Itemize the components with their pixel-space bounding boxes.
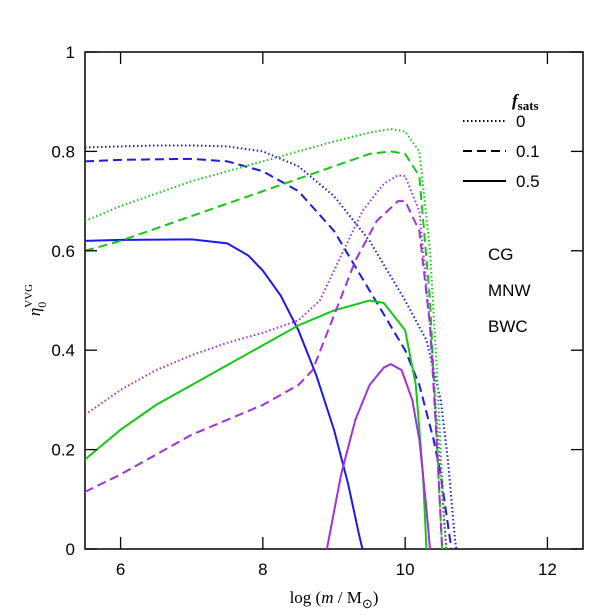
legend-model: BWC [488, 317, 528, 336]
x-label-part: log ( [290, 588, 322, 607]
y-label-symbol: η [25, 308, 44, 316]
x-label-part: m [321, 588, 333, 607]
series-line [85, 128, 448, 549]
x-label-part: ⊙ [362, 596, 373, 611]
x-axis-label: log (m / M⊙) [290, 588, 379, 611]
x-tick-label: 10 [396, 560, 415, 579]
plot-area [85, 128, 458, 549]
x-tick-label: 6 [116, 560, 125, 579]
y-tick-label: 0.6 [51, 242, 75, 261]
legend-label: 0 [516, 112, 525, 131]
legend-title: fsats [512, 91, 539, 113]
legend-title-symbol: f [512, 91, 520, 110]
series-line [85, 157, 453, 549]
series-line [85, 150, 444, 549]
x-label-part: / M [334, 588, 362, 607]
x-label-part: ) [373, 588, 379, 607]
legend-title-sub: sats [518, 98, 539, 113]
series-line [85, 174, 448, 549]
series-line [325, 362, 432, 549]
series-line [85, 299, 428, 549]
x-tick-label: 8 [258, 560, 267, 579]
x-tick-label: 12 [538, 560, 557, 579]
y-axis-label: η0VVG [23, 284, 49, 316]
y-tick-label: 1 [66, 43, 75, 62]
y-tick-label: 0.4 [51, 341, 75, 360]
y-tick-label: 0 [66, 540, 75, 559]
series-line [85, 238, 364, 549]
legend-model: MNW [488, 281, 530, 300]
series-line [85, 200, 444, 549]
series-line [85, 144, 458, 549]
legend-label: 0.5 [516, 172, 540, 191]
y-tick-label: 0.8 [51, 142, 75, 161]
y-label-sup: VVG [23, 284, 35, 308]
y-tick-label: 0.2 [51, 441, 75, 460]
legend-label: 0.1 [516, 142, 540, 161]
plot-frame [84, 51, 584, 550]
legend-model: CG [488, 245, 514, 264]
y-label-sub: 0 [35, 302, 49, 308]
